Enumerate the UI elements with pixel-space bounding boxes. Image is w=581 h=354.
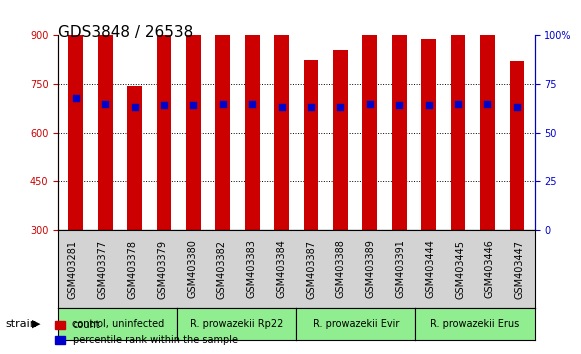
Bar — [421, 39, 436, 230]
Text: GSM403387: GSM403387 — [306, 240, 316, 298]
Point — [306, 104, 315, 110]
Point — [189, 103, 198, 108]
Point — [394, 103, 404, 108]
Point — [218, 101, 227, 106]
Text: GSM403377: GSM403377 — [98, 239, 107, 299]
Point — [365, 101, 375, 106]
Legend: count, percentile rank within the sample: count, percentile rank within the sample — [51, 316, 242, 349]
Bar — [186, 0, 200, 230]
Text: GSM403446: GSM403446 — [485, 240, 495, 298]
Text: R. prowazekii Rp22: R. prowazekii Rp22 — [190, 319, 284, 329]
Text: ▶: ▶ — [32, 319, 41, 329]
Text: GSM403379: GSM403379 — [157, 240, 167, 298]
Text: GSM403388: GSM403388 — [336, 240, 346, 298]
Text: GDS3848 / 26538: GDS3848 / 26538 — [58, 25, 193, 40]
Text: GSM403383: GSM403383 — [247, 240, 257, 298]
Bar — [98, 30, 113, 230]
Text: GSM403389: GSM403389 — [366, 240, 376, 298]
Bar — [69, 0, 83, 230]
Bar — [304, 60, 318, 230]
Point — [248, 101, 257, 106]
Point — [424, 103, 433, 108]
Point — [101, 101, 110, 106]
Bar — [127, 86, 142, 230]
Point — [453, 101, 462, 106]
Text: control, uninfected: control, uninfected — [71, 319, 164, 329]
Text: strain: strain — [6, 319, 38, 329]
Bar — [333, 50, 348, 230]
Point — [277, 104, 286, 110]
Bar — [157, 25, 171, 230]
Text: GSM403444: GSM403444 — [425, 240, 435, 298]
Bar — [216, 0, 230, 230]
Text: GSM403447: GSM403447 — [515, 240, 525, 298]
Text: R. prowazekii Evir: R. prowazekii Evir — [313, 319, 399, 329]
Text: GSM403378: GSM403378 — [128, 240, 138, 298]
Text: R. prowazekii Erus: R. prowazekii Erus — [431, 319, 519, 329]
Text: GSM403380: GSM403380 — [187, 240, 197, 298]
Text: GSM403391: GSM403391 — [396, 240, 406, 298]
Point — [483, 101, 492, 106]
Bar — [392, 35, 407, 230]
Point — [159, 103, 168, 108]
Point — [71, 95, 80, 101]
Point — [512, 104, 522, 110]
Bar — [274, 19, 289, 230]
Text: GSM403281: GSM403281 — [68, 240, 78, 298]
Text: GSM403382: GSM403382 — [217, 240, 227, 298]
Text: GSM403445: GSM403445 — [455, 240, 465, 298]
Text: GSM403384: GSM403384 — [277, 240, 286, 298]
Point — [336, 104, 345, 110]
Point — [130, 104, 139, 110]
Bar — [363, 0, 377, 230]
Bar — [480, 0, 495, 230]
Bar — [451, 0, 465, 230]
Bar — [510, 61, 524, 230]
Bar — [245, 0, 260, 230]
